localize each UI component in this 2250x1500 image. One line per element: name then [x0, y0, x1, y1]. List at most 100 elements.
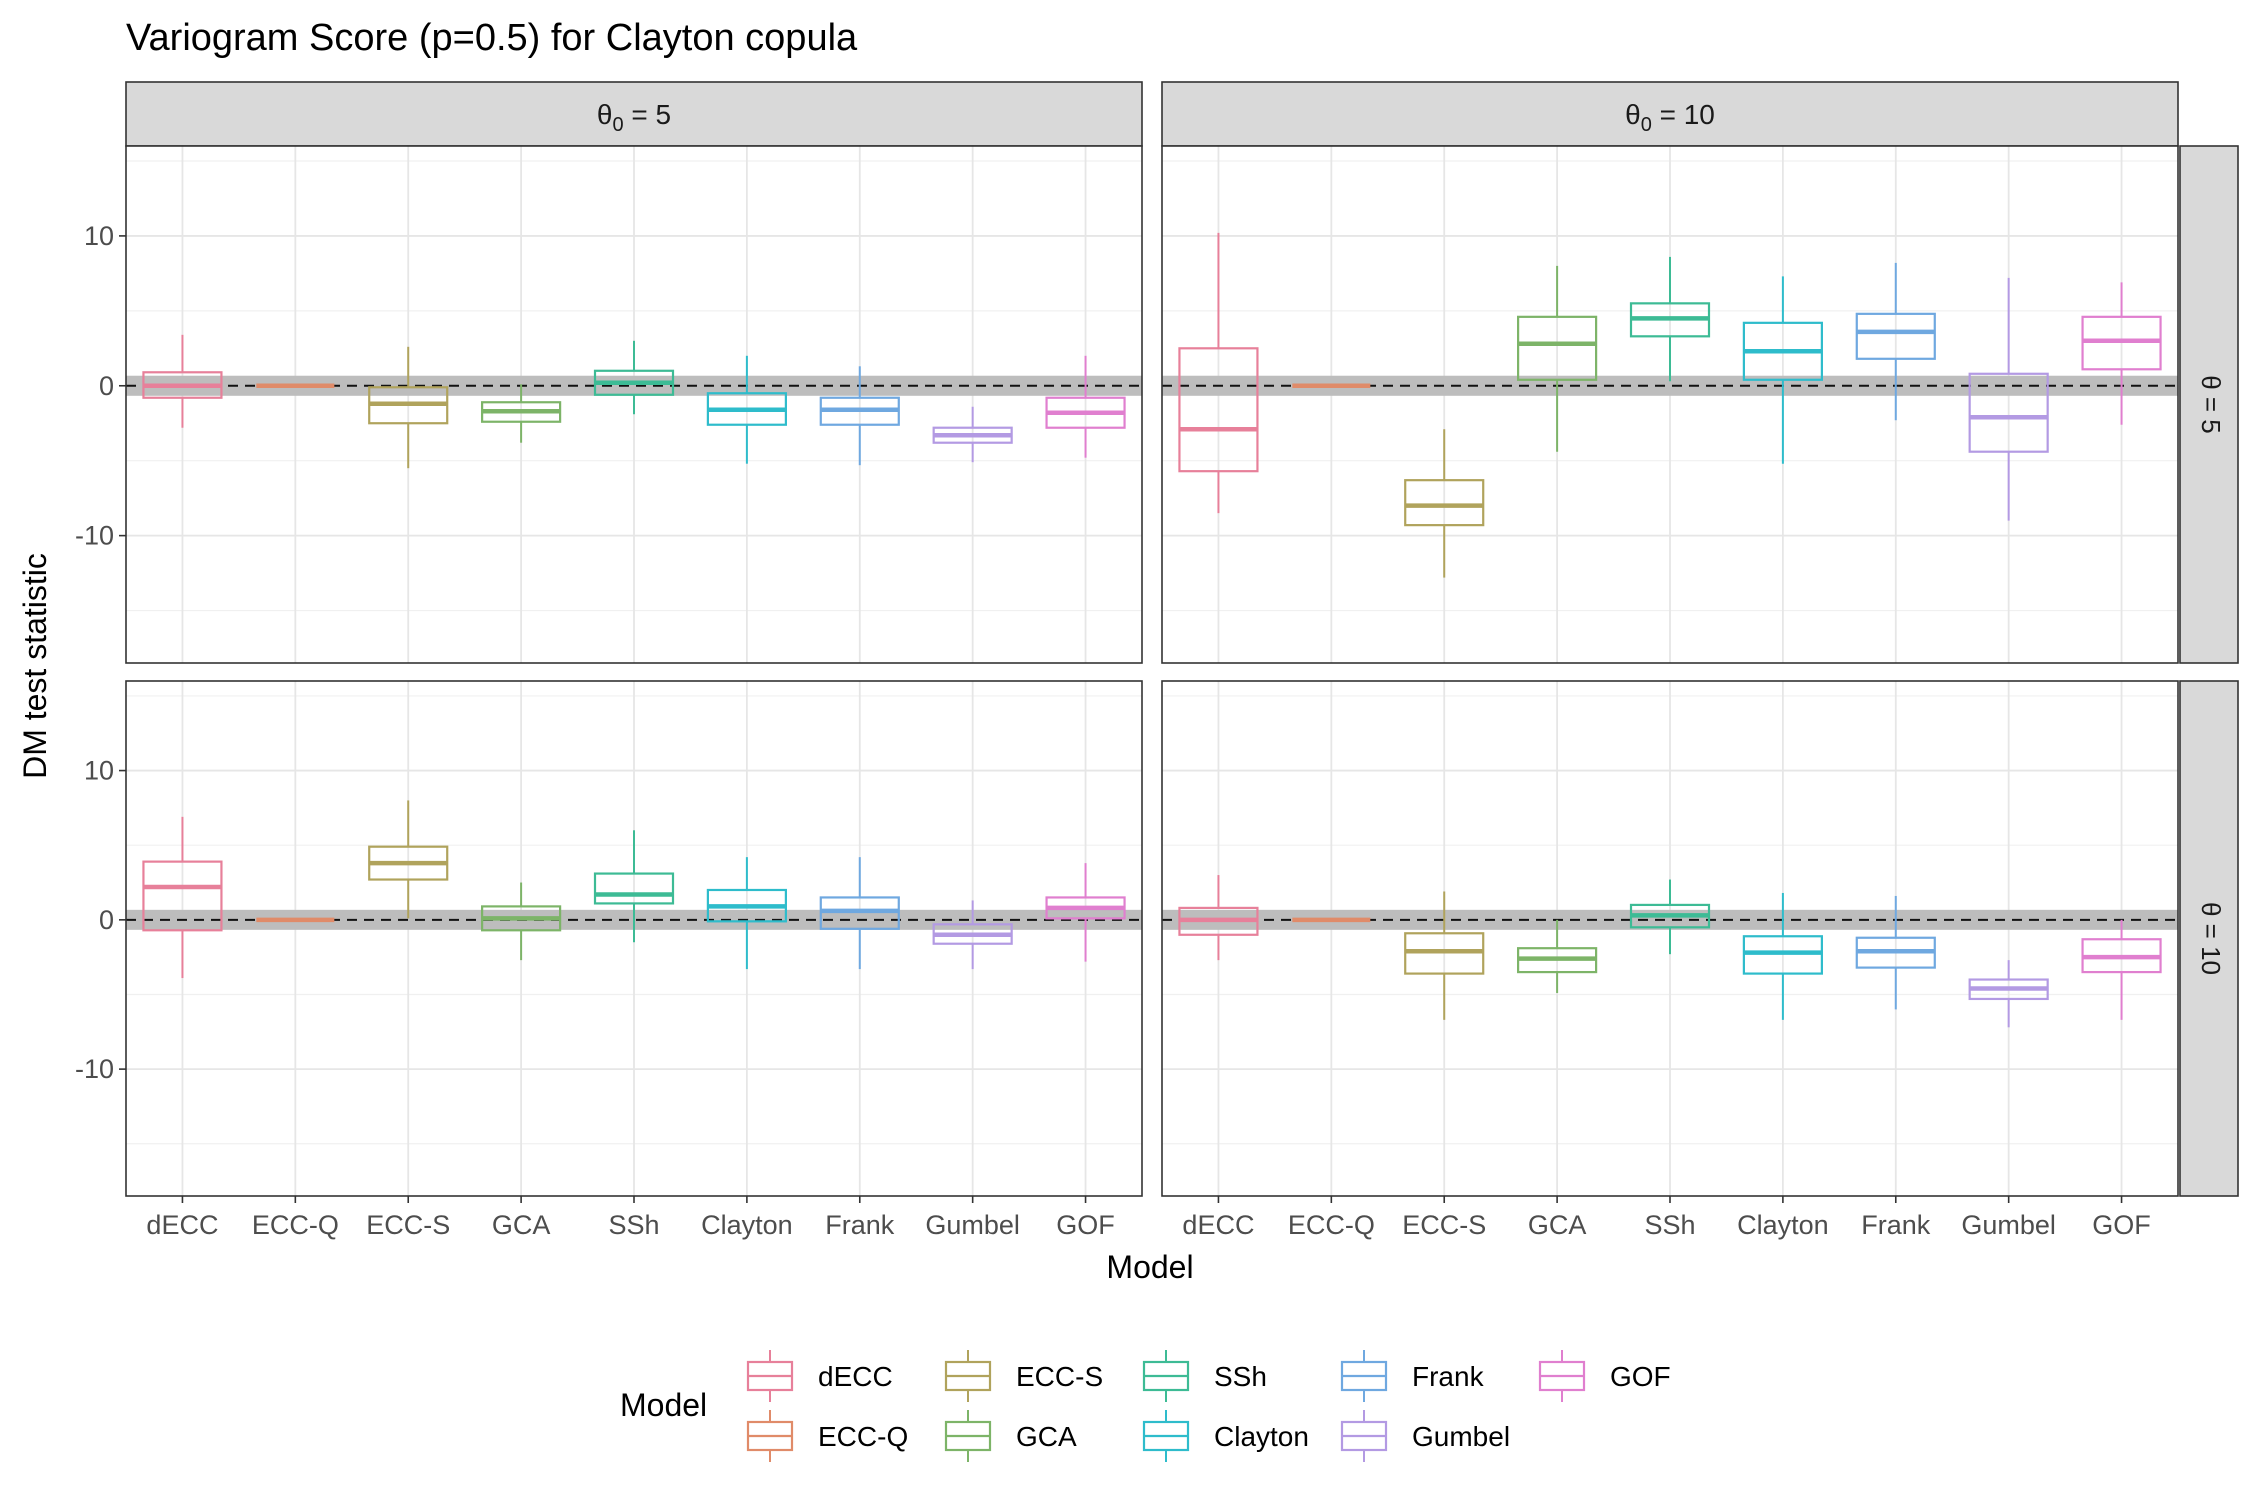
box-ECC-S	[1404, 429, 1485, 578]
box-Clayton	[706, 857, 787, 970]
legend-item-Gumbel: Gumbel	[1340, 1410, 1510, 1462]
legend-key-Frank	[1340, 1350, 1388, 1402]
x-tick-label: Gumbel	[925, 1210, 1020, 1240]
y-tick-label: 10	[84, 756, 114, 786]
legend-label: ECC-Q	[818, 1421, 908, 1452]
box-Clayton	[1742, 892, 1823, 1020]
row-strip-0: θ = 5	[2179, 145, 2239, 664]
box-Gumbel	[932, 900, 1013, 970]
strip-background	[125, 81, 1143, 147]
box-dECC	[142, 334, 223, 428]
legend-label: SSh	[1214, 1361, 1267, 1392]
x-tick-label: Clayton	[701, 1210, 793, 1240]
legend-label: GCA	[1016, 1421, 1077, 1452]
box-GOF	[1045, 355, 1126, 458]
col-strip-1: θ0 = 10	[1161, 81, 2179, 147]
panel-border	[1161, 145, 2179, 664]
box-GCA	[1517, 265, 1598, 452]
box-Gumbel	[1968, 960, 2049, 1028]
x-tick-label: Frank	[1861, 1210, 1931, 1240]
strip-label-subscript: 0	[612, 114, 623, 136]
legend-item-SSh: SSh	[1142, 1350, 1267, 1402]
x-tick-label: GCA	[492, 1210, 551, 1240]
strip-label-value: = 10	[1652, 99, 1715, 130]
y-tick-label: 0	[99, 371, 114, 401]
box-GOF	[1045, 863, 1126, 962]
box-Gumbel	[1968, 277, 2049, 521]
x-tick-label: Gumbel	[1961, 1210, 2056, 1240]
legend-item-ECC-Q: ECC-Q	[746, 1410, 908, 1462]
legend-key-dECC	[746, 1350, 794, 1402]
facet-panels: θ0 = 5 θ0 = 10θ = 5θ = 10-10010-10010dECC…	[75, 81, 2239, 1240]
box-body	[142, 860, 223, 932]
legend-key-Clayton	[1142, 1410, 1190, 1462]
strip-label-subscript: 0	[1641, 114, 1652, 136]
box-SSh	[1629, 879, 1711, 955]
legend-label: Frank	[1412, 1361, 1485, 1392]
box-body	[593, 872, 675, 905]
box-dECC	[142, 816, 223, 979]
strip-label-symbol: θ	[1625, 99, 1641, 130]
legend-key-Gumbel	[1340, 1410, 1388, 1462]
box-Gumbel	[932, 406, 1013, 463]
legend-label: Clayton	[1214, 1421, 1309, 1452]
x-axis-title: Model	[1106, 1249, 1193, 1285]
legend-item-ECC-S: ECC-S	[944, 1350, 1103, 1402]
box-GOF	[2081, 282, 2162, 425]
x-tick-label: SSh	[1644, 1210, 1695, 1240]
panel-0-1	[1161, 145, 2179, 664]
legend-item-GOF: GOF	[1538, 1350, 1671, 1402]
x-tick-label: Clayton	[1737, 1210, 1829, 1240]
col-strip-label: θ0 = 5	[597, 99, 671, 136]
strip-background	[2179, 680, 2239, 1197]
significance-band	[126, 375, 1142, 396]
legend-title: Model	[620, 1387, 707, 1423]
legend-label: GOF	[1610, 1361, 1671, 1392]
row-strip-label: θ = 10	[2196, 902, 2226, 975]
panel-0-0: -10 0 10	[75, 145, 1143, 664]
x-tick-label: GOF	[1056, 1210, 1115, 1240]
legend-item-GCA: GCA	[944, 1410, 1077, 1462]
box-Clayton	[706, 355, 787, 464]
x-tick-label: Frank	[825, 1210, 895, 1240]
significance-band	[1162, 375, 2178, 396]
significance-band	[1162, 909, 2178, 930]
legend-label: dECC	[818, 1361, 893, 1392]
legend-item-Clayton: Clayton	[1142, 1410, 1309, 1462]
x-tick-label: GOF	[2092, 1210, 2151, 1240]
col-strip-0: θ0 = 5	[125, 81, 1143, 147]
y-tick-label: -10	[75, 521, 114, 551]
strip-background	[2179, 145, 2239, 664]
col-strip-label: θ0 = 10	[1625, 99, 1715, 136]
box-dECC	[1178, 875, 1259, 961]
box-Frank	[1855, 895, 1936, 1010]
panel-border	[125, 145, 1143, 664]
legend-key-GCA	[944, 1410, 992, 1462]
box-Clayton	[1742, 276, 1823, 464]
x-tick-label: ECC-Q	[1288, 1210, 1375, 1240]
x-tick-label: ECC-Q	[252, 1210, 339, 1240]
panel-1-0: -10 0 10 dECC ECC-Q ECC-S GCA SSh Clayton Frank Gu…	[75, 680, 1143, 1240]
x-tick-label: ECC-S	[366, 1210, 450, 1240]
panel-1-1: dECC ECC-Q ECC-S GCA SSh Clayton Frank Gumbel GO…	[1161, 680, 2179, 1240]
legend-item-dECC: dECC	[746, 1350, 893, 1402]
legend-item-Frank: Frank	[1340, 1350, 1485, 1402]
legend-label: ECC-S	[1016, 1361, 1103, 1392]
x-tick-label: SSh	[608, 1210, 659, 1240]
strip-label-value: = 5	[624, 99, 671, 130]
y-tick-label: 0	[99, 905, 114, 935]
box-body	[1855, 312, 1936, 360]
box-ECC-S	[368, 346, 449, 469]
x-tick-label: GCA	[1528, 1210, 1587, 1240]
legend-key-GOF	[1538, 1350, 1586, 1402]
box-body	[1517, 315, 1598, 381]
legend: Model dECC ECC-Q ECC-S GCA SSh Clayton Frank Gum…	[620, 1350, 1671, 1462]
box-SSh	[593, 340, 675, 415]
box-body	[1178, 347, 1259, 473]
y-tick-label: -10	[75, 1054, 114, 1084]
box-body	[1968, 372, 2049, 453]
chart-title: Variogram Score (p=0.5) for Clayton copu…	[126, 17, 858, 59]
box-GCA	[481, 384, 562, 443]
legend-label: Gumbel	[1412, 1421, 1510, 1452]
